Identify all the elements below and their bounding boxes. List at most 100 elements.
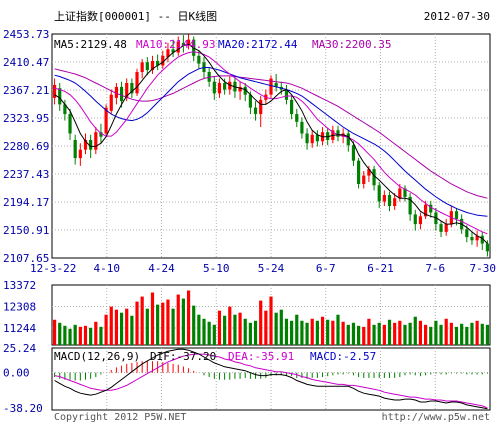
volume-bar <box>393 322 397 345</box>
volume-bar <box>295 314 299 345</box>
volume-bar <box>109 306 113 345</box>
candle-body <box>186 39 191 45</box>
candle-body <box>444 224 448 232</box>
volume-bar <box>290 320 294 345</box>
candle-body <box>135 72 139 94</box>
candle-body <box>181 42 185 47</box>
volume-bar <box>264 310 268 345</box>
candle-body <box>439 224 443 232</box>
macd-value-legend: MACD:-2.57 <box>310 350 376 363</box>
candle-body <box>336 130 340 137</box>
candle-body <box>480 235 484 244</box>
volume-bar <box>73 324 77 345</box>
price-y-tick-label: 2194.17 <box>3 196 49 209</box>
candle-body <box>357 160 361 184</box>
candle-body <box>89 139 93 150</box>
copyright-text: Copyright 2012 P5W.NET <box>54 412 186 423</box>
volume-bar <box>125 308 129 345</box>
volume-y-tick-label: 12308 <box>3 300 36 313</box>
volume-bar <box>202 318 206 345</box>
chart-date: 2012-07-30 <box>424 10 490 23</box>
candle-body <box>166 49 170 58</box>
volume-bar <box>150 292 155 345</box>
candle-body <box>130 83 134 94</box>
volume-bar <box>284 318 289 345</box>
candle-body <box>259 99 263 115</box>
candle-body <box>63 104 67 115</box>
volume-bar <box>444 318 448 345</box>
ma5-legend: MA5:2129.48 <box>54 38 127 51</box>
x-tick-label: 5-10 <box>203 262 230 275</box>
price-y-tick-label: 2367.21 <box>3 84 49 97</box>
volume-bar <box>485 324 490 345</box>
volume-bar <box>454 326 459 345</box>
volume-bar <box>341 321 345 345</box>
volume-bar <box>382 324 386 345</box>
price-y-tick-label: 2410.47 <box>3 56 49 69</box>
volume-bar <box>140 296 144 345</box>
macd-legend: MACD(12,26,9) <box>54 350 140 363</box>
volume-bar <box>243 318 247 345</box>
candle-body <box>52 84 57 98</box>
volume-bar <box>238 312 242 345</box>
candle-body <box>351 145 356 161</box>
volume-bar <box>135 301 139 345</box>
volume-bar <box>367 318 371 345</box>
candle-body <box>423 204 428 217</box>
candle-body <box>176 41 180 53</box>
candle-body <box>290 99 294 115</box>
candle-body <box>94 132 98 150</box>
volume-bar <box>181 298 185 345</box>
candle-body <box>223 83 227 90</box>
x-tick-label: 12-3-22 <box>30 262 76 275</box>
volume-bar <box>197 314 201 345</box>
x-tick-label: 5-24 <box>258 262 285 275</box>
dif-line <box>54 348 488 410</box>
candle-body <box>470 237 474 241</box>
candle-body <box>413 214 417 225</box>
candle-body <box>238 86 242 92</box>
volume-bar <box>387 319 392 345</box>
candle-body <box>485 243 490 252</box>
candle-body <box>228 81 232 90</box>
price-y-tick-label: 2237.43 <box>3 168 49 181</box>
x-tick-label: 7-6 <box>425 262 445 275</box>
volume-bar <box>398 320 402 345</box>
candle-body <box>145 62 149 71</box>
candle-body <box>429 204 433 213</box>
volume-bar <box>413 316 417 345</box>
volume-bar <box>156 304 160 345</box>
candle-body <box>197 55 201 64</box>
volume-bar <box>58 322 62 345</box>
volume-bar <box>336 314 340 345</box>
candle-body <box>156 61 160 66</box>
candle-body <box>58 88 62 105</box>
volume-bar <box>326 319 330 345</box>
price-y-tick-label: 2453.73 <box>3 28 49 41</box>
volume-bar <box>52 319 57 345</box>
dif-legend: DIF:-37.20 <box>150 350 216 363</box>
candle-body <box>119 86 124 102</box>
candle-body <box>83 139 88 150</box>
volume-bar <box>418 320 423 345</box>
volume-bar <box>315 320 319 345</box>
volume-bar <box>480 323 484 345</box>
candle-body <box>212 81 216 94</box>
candle-body <box>377 185 381 202</box>
candle-body <box>382 194 386 202</box>
ma5-line <box>54 43 488 244</box>
volume-bar <box>310 318 314 345</box>
candle-body <box>367 169 371 176</box>
volume-bar <box>63 325 67 345</box>
macd-y-tick-label: 25.24 <box>3 342 36 355</box>
candle-body <box>73 139 77 159</box>
volume-bar <box>78 326 82 345</box>
ma20-legend: MA20:2172.44 <box>218 38 298 51</box>
chart-title: 上证指数[000001] -- 日K线图 <box>54 9 217 23</box>
candle-body <box>253 107 258 115</box>
candle-body <box>243 86 247 95</box>
volume-bar <box>269 296 273 345</box>
candle-body <box>269 78 273 95</box>
candle-body <box>475 235 479 241</box>
